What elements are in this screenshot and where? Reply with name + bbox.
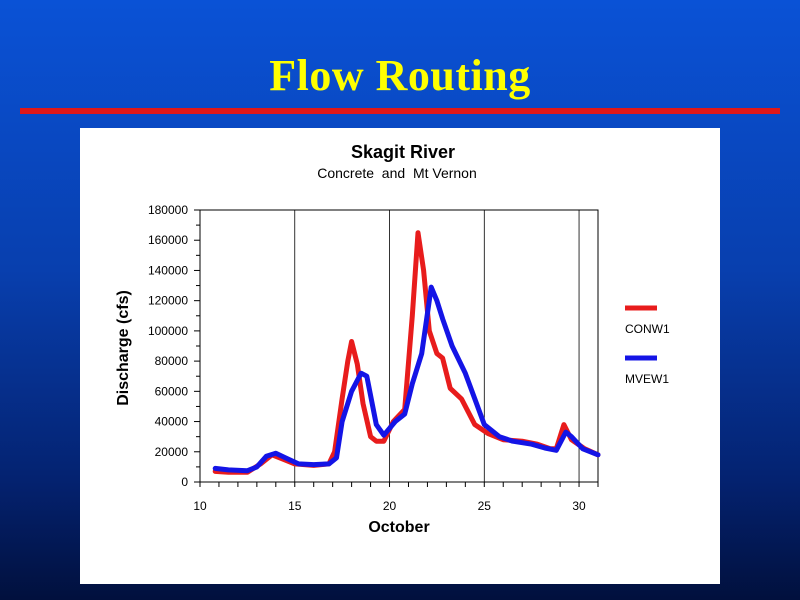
- y-tick-label: 120000: [148, 294, 188, 308]
- axis-ticks: 10 15 20 25 30 0 20000 40000 60000 80000 100000 120…: [148, 203, 599, 513]
- series-lines: [212, 230, 601, 475]
- chart-panel: Skagit River Concrete and Mt Vernon 10 15…: [80, 128, 720, 584]
- x-tick-label: 30: [572, 499, 586, 513]
- grid: [294, 210, 580, 482]
- y-tick-label: 80000: [155, 354, 189, 368]
- y-tick-label: 160000: [148, 233, 188, 247]
- y-tick-label: 100000: [148, 324, 188, 338]
- chart-subtitle: Concrete and Mt Vernon: [317, 165, 477, 181]
- x-tick-label: 20: [383, 499, 397, 513]
- x-axis-label: October: [368, 519, 429, 536]
- y-tick-label: 60000: [155, 384, 189, 398]
- legend: CONW1 MVEW1: [625, 305, 670, 386]
- y-tick-label: 40000: [155, 415, 189, 429]
- slide-title: Flow Routing: [269, 51, 531, 100]
- title-divider: [20, 108, 780, 114]
- y-axis-label: Discharge (cfs): [115, 290, 132, 406]
- series-line-conw1: [212, 230, 601, 475]
- y-tick-label: 140000: [148, 263, 188, 277]
- plot-area-frame: [199, 209, 599, 483]
- legend-label-mvew1: MVEW1: [625, 372, 669, 386]
- legend-label-conw1: CONW1: [625, 322, 670, 336]
- y-tick-label: 0: [181, 475, 188, 489]
- x-tick-label: 25: [478, 499, 492, 513]
- y-tick-label: 20000: [155, 445, 189, 459]
- chart-title: Skagit River: [351, 142, 455, 162]
- x-tick-label: 15: [288, 499, 302, 513]
- series-line-mvew1: [212, 284, 601, 474]
- line-chart: Skagit River Concrete and Mt Vernon 10 15…: [115, 142, 670, 536]
- x-tick-label: 10: [193, 499, 207, 513]
- y-tick-label: 180000: [148, 203, 188, 217]
